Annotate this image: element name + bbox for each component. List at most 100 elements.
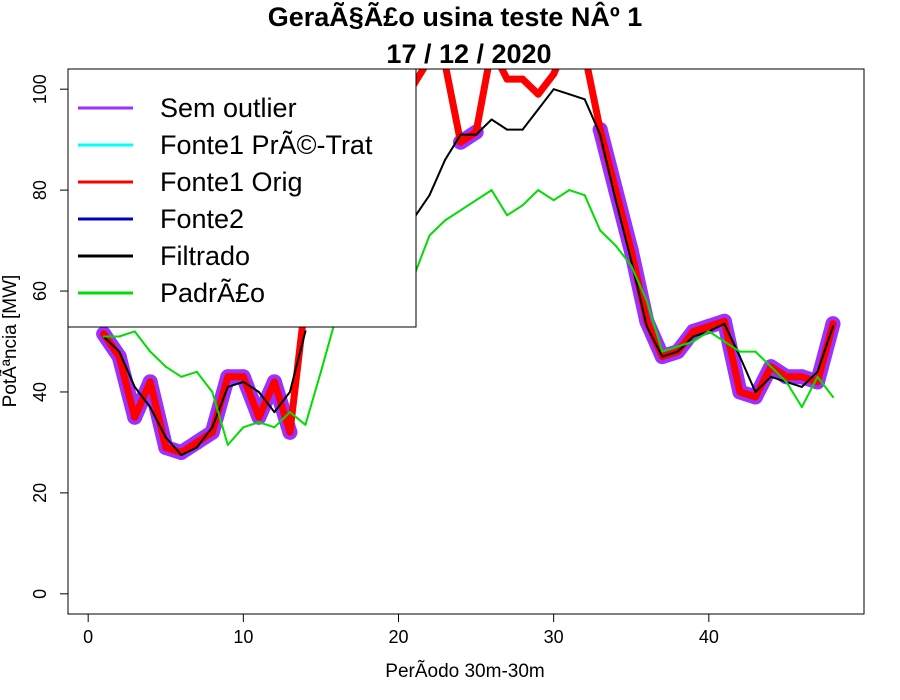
x-axis-label: PerÃ­odo 30m-30m <box>385 660 544 682</box>
data-point <box>133 385 136 388</box>
legend-label: Fonte2 <box>160 204 244 234</box>
data-point <box>288 391 291 393</box>
data-point <box>255 413 263 421</box>
data-point <box>459 133 462 136</box>
data-point <box>503 75 511 83</box>
legend-label: PadrÃ£o <box>160 277 265 308</box>
data-point <box>769 375 772 378</box>
data-point <box>723 340 726 343</box>
data-point <box>769 365 772 368</box>
data-point <box>537 108 540 111</box>
data-point <box>550 70 558 78</box>
legend-label: Sem outlier <box>160 93 297 123</box>
data-point <box>239 373 247 381</box>
data-point <box>304 330 307 333</box>
data-point <box>738 355 741 358</box>
data-point <box>164 436 167 439</box>
data-point <box>180 375 183 378</box>
data-point <box>146 378 154 386</box>
series-layer <box>96 35 841 460</box>
data-point <box>707 330 710 333</box>
data-point <box>319 370 322 373</box>
data-point <box>475 133 478 136</box>
data-point <box>736 388 744 396</box>
data-point <box>224 373 232 381</box>
data-point <box>521 128 524 131</box>
data-point <box>131 413 139 421</box>
data-point <box>490 118 493 121</box>
data-point <box>444 158 447 161</box>
data-point <box>661 350 664 353</box>
data-point <box>273 411 276 414</box>
data-point <box>566 35 573 42</box>
data-point <box>568 93 571 96</box>
data-point <box>645 325 648 328</box>
x-tick-label: 0 <box>83 627 93 647</box>
x-tick-label: 10 <box>233 627 253 647</box>
data-point <box>798 373 806 381</box>
legend-label: Filtrado <box>160 241 250 271</box>
data-point <box>180 454 183 456</box>
data-point <box>738 350 741 353</box>
legend-box <box>67 68 417 328</box>
x-tick-label: 20 <box>388 627 408 647</box>
data-point <box>257 391 260 393</box>
data-point <box>751 393 759 401</box>
data-point <box>720 317 728 325</box>
data-point <box>705 322 713 330</box>
data-point <box>506 128 509 131</box>
series-line <box>397 88 834 393</box>
data-point <box>162 444 170 451</box>
chart-subtitle: 17 / 12 / 2020 <box>386 39 551 69</box>
data-point <box>195 370 198 373</box>
data-point <box>534 90 542 98</box>
legend-label: Fonte1 Orig <box>160 167 303 197</box>
data-point <box>581 50 588 57</box>
y-tick-label: 80 <box>30 180 50 200</box>
data-point <box>754 350 757 353</box>
y-tick-label: 20 <box>30 483 50 503</box>
data-point <box>829 320 837 328</box>
data-point <box>568 189 571 192</box>
data-point <box>149 350 152 353</box>
data-point <box>676 345 679 348</box>
data-point <box>661 355 664 358</box>
data-point <box>226 385 229 388</box>
data-point <box>428 194 431 197</box>
data-point <box>242 426 245 429</box>
data-point <box>211 391 214 393</box>
data-point <box>118 350 121 353</box>
data-point <box>149 406 152 409</box>
data-point <box>226 443 229 446</box>
data-point <box>552 199 555 202</box>
data-point <box>444 219 447 222</box>
series-line <box>102 189 834 446</box>
data-point <box>599 229 602 232</box>
data-point <box>723 322 726 325</box>
data-point <box>676 350 679 353</box>
data-point <box>630 259 633 262</box>
data-point <box>102 335 105 338</box>
data-point <box>195 446 198 449</box>
data-point <box>614 244 617 247</box>
data-point <box>475 199 478 202</box>
data-point <box>133 330 136 333</box>
data-point <box>583 194 586 197</box>
data-point <box>832 396 834 398</box>
data-point <box>630 264 633 267</box>
legend-label: Fonte1 PrÃ©-Trat <box>160 129 373 160</box>
data-point <box>785 380 788 383</box>
data-point <box>689 327 697 335</box>
legend: Sem outlier Fonte1 PrÃ©-Trat Fonte1 Orig Fo… <box>67 68 417 328</box>
data-point <box>816 370 819 373</box>
data-point <box>211 426 214 429</box>
data-point <box>304 423 307 426</box>
x-tick-label: 30 <box>544 627 564 647</box>
data-point <box>552 88 555 91</box>
data-point <box>257 421 260 424</box>
data-point <box>459 209 462 212</box>
y-axis-label: PotÃªncia [MW] <box>0 275 21 408</box>
data-point <box>270 378 278 386</box>
series-line <box>102 330 307 456</box>
